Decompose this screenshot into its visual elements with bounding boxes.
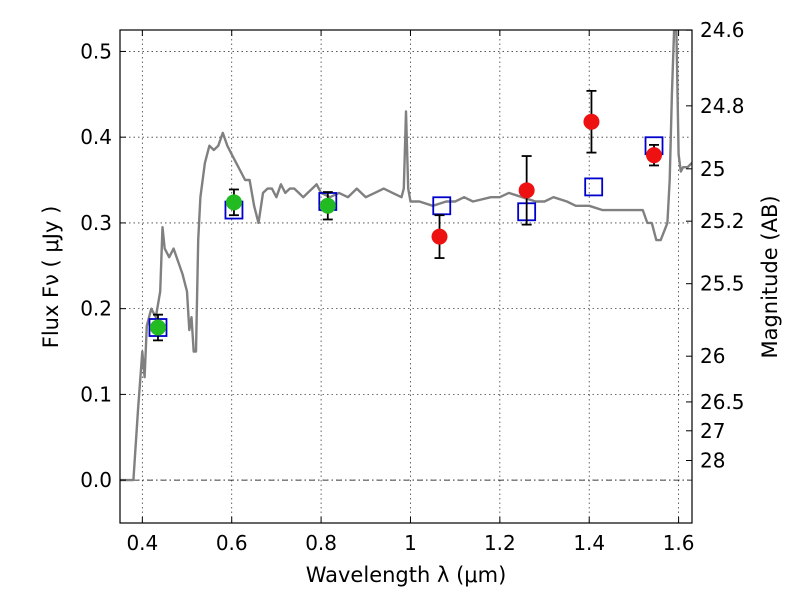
model-photometry-square — [432, 196, 452, 216]
observed-point-red — [518, 182, 535, 199]
y2-tick-label: 24.8 — [700, 94, 745, 118]
y2-tick-label: 25.2 — [700, 209, 745, 233]
y2-tick-label: 26 — [700, 344, 725, 368]
plot-frame — [119, 29, 693, 524]
grid-layer — [120, 30, 692, 523]
x-tick-label: 0.4 — [126, 531, 158, 555]
observed-point-red — [583, 113, 600, 130]
x-axis-label: Wavelength λ (μm) — [306, 563, 507, 587]
y-tick-label: 0.1 — [80, 382, 112, 406]
x-tick-label: 0.8 — [305, 531, 337, 555]
observed-point-green — [225, 194, 242, 211]
observed-point-green — [319, 197, 336, 214]
observed-point-red — [646, 147, 663, 164]
x-tick-label: 0.6 — [216, 531, 248, 555]
observed-point-red — [431, 228, 448, 245]
y-tick-label: 0.4 — [80, 125, 112, 149]
x-tick-label: 1 — [404, 531, 417, 555]
y2-tick-label: 25 — [700, 157, 725, 181]
y2-tick-label: 28 — [700, 448, 725, 472]
x-tick-label: 1.2 — [484, 531, 516, 555]
y2-tick-label: 24.6 — [700, 18, 745, 42]
model-photometry-square — [584, 177, 604, 197]
y-tick-label: 0.5 — [80, 39, 112, 63]
y-tick-label: 0.3 — [80, 211, 112, 235]
series-layer — [120, 30, 692, 482]
y2-axis-label: Magnitude (AB) — [758, 195, 782, 358]
y2-tick-label: 26.5 — [700, 390, 745, 414]
y-axis-label: Flux Fν ( μJy ) — [39, 206, 63, 349]
y-tick-label: 0.2 — [80, 297, 112, 321]
observed-point-green — [149, 319, 166, 336]
y-tick-label: 0.0 — [80, 468, 112, 492]
y2-tick-label: 27 — [700, 419, 725, 443]
x-tick-label: 1.4 — [573, 531, 605, 555]
y2-tick-label: 25.5 — [700, 272, 745, 296]
model-spectrum-line — [120, 30, 692, 482]
ticks-layer: 0.4 0.6 0.8 1 1.2 1.4 1.6 0.0 0.1 0.2 0.3 0.4 0.5 24.… — [80, 18, 744, 555]
x-tick-label: 1.6 — [663, 531, 695, 555]
data-group — [120, 30, 692, 482]
